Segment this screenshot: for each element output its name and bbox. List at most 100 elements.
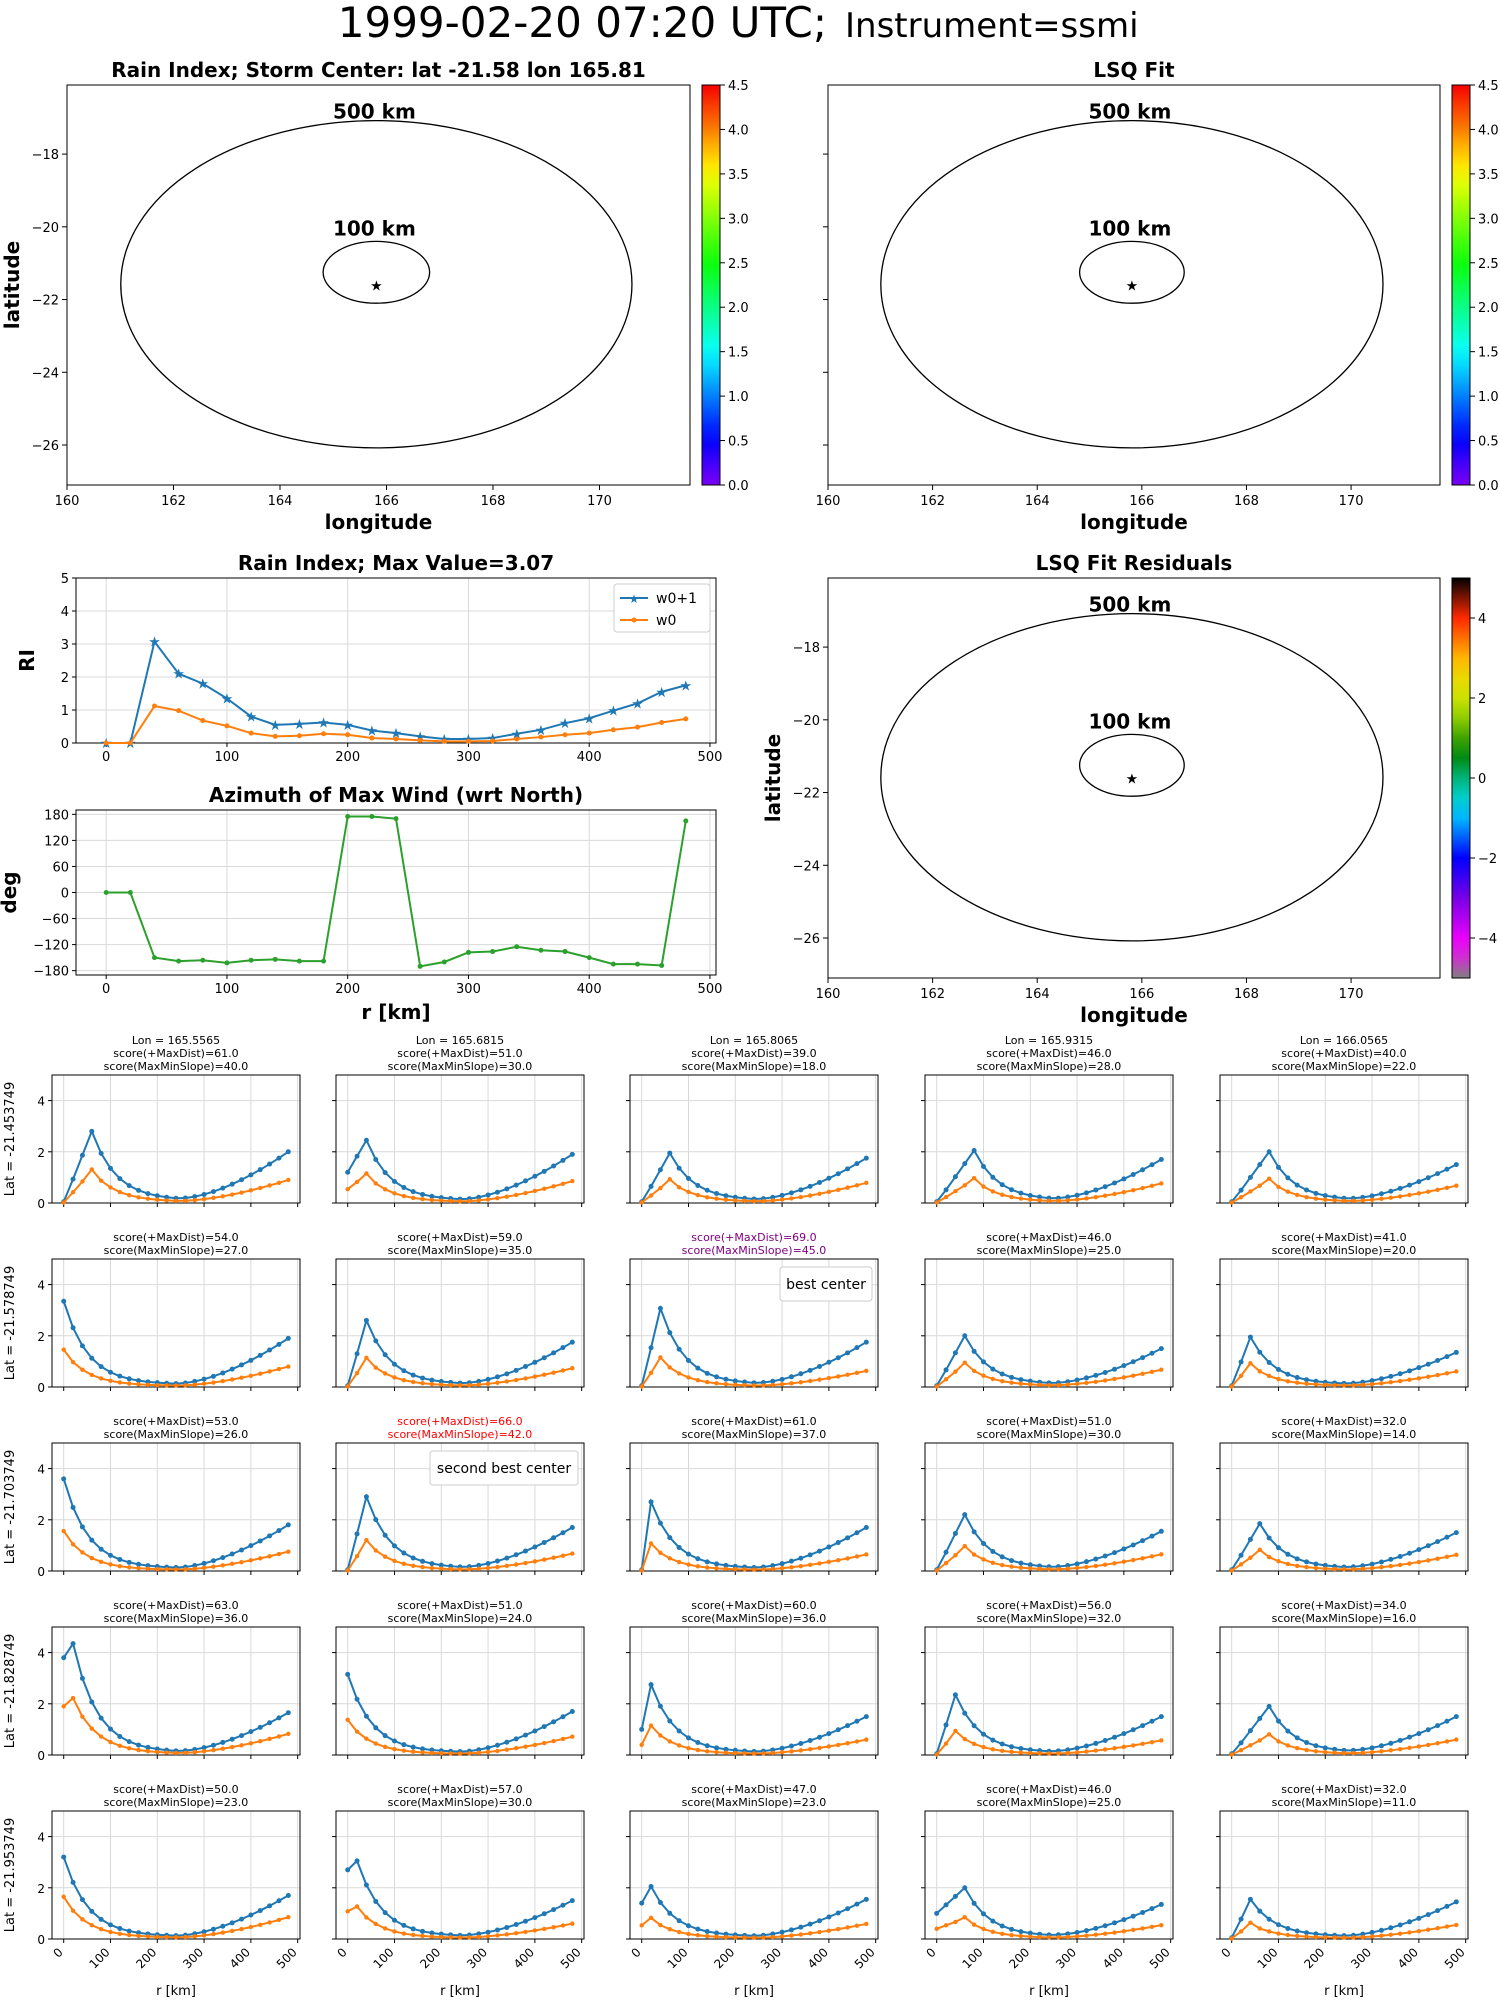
series-w0-point	[80, 1550, 85, 1555]
series-w0-point	[845, 1925, 850, 1930]
series-w0-point	[382, 1926, 388, 1931]
series-w0-point	[733, 1750, 738, 1756]
series-w0-point	[779, 1750, 785, 1755]
series-w0plus1-point	[1397, 1922, 1403, 1928]
series-w0-point	[173, 1198, 179, 1204]
series-w0plus1-point	[410, 1372, 416, 1378]
colorbar-tick-label: 1.0	[1478, 390, 1499, 405]
series-w0plus1-point	[210, 1742, 216, 1748]
series-w0-point	[560, 1181, 566, 1186]
series-w0-point	[201, 1381, 207, 1386]
series-w0-point	[953, 1728, 958, 1734]
series-w0-point	[504, 1563, 509, 1569]
series-w0-point	[267, 1183, 272, 1188]
series-w0plus1-point	[117, 1557, 123, 1563]
series-w0-point	[532, 1928, 538, 1933]
cell-note-box	[779, 1266, 873, 1302]
series-w0plus1-point	[145, 1744, 151, 1750]
series-w0plus1-point	[523, 1364, 529, 1370]
ring-500km	[880, 612, 1384, 942]
colorbar-tick-label: 2	[1478, 692, 1486, 707]
series-w0-point	[845, 1741, 850, 1746]
series-w0plus1-point	[532, 1173, 538, 1179]
series-w0-point	[751, 1383, 757, 1388]
series-w0-point	[258, 1185, 263, 1191]
series-w0-point	[934, 1752, 939, 1757]
series-w0plus1-point	[276, 1155, 282, 1161]
x-axis-label: r [km]	[1029, 1984, 1069, 1999]
series-w0plus1-point	[354, 1351, 360, 1357]
series-w0plus1-point	[826, 1544, 832, 1550]
cell-score-slope: score(MaxMinSlope)=30.0	[977, 1428, 1122, 1441]
series-w0-point	[1093, 1748, 1098, 1753]
series-w0plus1-point	[1247, 1896, 1253, 1902]
x-tick-label: 166	[1129, 494, 1154, 509]
series-w0-point	[523, 1744, 528, 1749]
series-w0plus1-point	[201, 1929, 207, 1935]
series-w0-point	[1351, 1935, 1356, 1940]
series-w0-point	[1121, 1559, 1127, 1564]
x-tick-label: 300	[456, 982, 481, 997]
series-w0-point	[1276, 1739, 1281, 1744]
series-w0plus1-point	[732, 1194, 738, 1200]
series-w0plus1-point	[285, 1710, 291, 1716]
series-w0plus1-point	[382, 1733, 388, 1739]
series-w0plus1-point	[779, 1745, 785, 1751]
series-w0-point	[1074, 1197, 1080, 1202]
series-w0plus1-point	[990, 1174, 996, 1180]
cell-score-maxdist: score(+MaxDist)=50.0	[113, 1783, 238, 1796]
series-w0-point	[761, 1751, 766, 1756]
y-tick-label: 4	[37, 1279, 45, 1293]
series-w0plus1-point	[267, 1161, 273, 1167]
series-w0-point	[1444, 1924, 1450, 1929]
series-w0-point	[420, 1196, 425, 1202]
series-w0-point	[639, 1568, 644, 1573]
series-w0-point	[971, 1175, 977, 1181]
colorbar-tick-label: 1.5	[728, 346, 749, 361]
cell-score-slope: score(MaxMinSlope)=36.0	[682, 1612, 827, 1625]
series-w0plus1-point	[1378, 1927, 1384, 1933]
series-w0-point	[1149, 1554, 1155, 1559]
cell-score-slope: score(MaxMinSlope)=25.0	[977, 1244, 1122, 1257]
series-w0-point	[495, 1748, 500, 1754]
series-w0-point	[321, 731, 327, 737]
series-w0-point	[1056, 1751, 1061, 1756]
x-tick-label: 500	[698, 982, 723, 997]
series-w0-point	[136, 1382, 141, 1387]
series-w0-point	[373, 1921, 378, 1927]
series-w0-point	[742, 1935, 747, 1940]
series-w0plus1-point	[382, 1352, 388, 1358]
series-w0plus1-point	[410, 1189, 416, 1195]
series-w0plus1-point	[382, 1910, 388, 1916]
series-w0-point	[382, 1554, 388, 1559]
series-w0-point	[1112, 1561, 1117, 1566]
x-tick-label: 0	[102, 982, 110, 997]
series-w0-point	[429, 1381, 435, 1387]
series-w0plus1-point	[420, 1375, 426, 1381]
series-w0-point	[705, 1565, 710, 1570]
series-w0plus1-point	[695, 1740, 701, 1746]
series-w0-point	[1074, 1750, 1080, 1755]
series-w0plus1-point	[401, 1550, 407, 1556]
series-w0-point	[1028, 1197, 1033, 1202]
series-w0plus1-point	[476, 1562, 482, 1568]
series-w0plus1-point	[845, 1166, 851, 1172]
series-w0plus1-point	[723, 1562, 729, 1568]
series-w0-point	[836, 1557, 841, 1563]
series-w0-point	[1341, 1383, 1347, 1388]
series-w0plus1-point	[1093, 1556, 1099, 1562]
series-w0-point	[695, 1933, 701, 1938]
x-tick-label: 160	[816, 494, 841, 509]
series-w0plus1-point	[382, 1532, 388, 1538]
legend-label-w0plus1: w0+1	[656, 591, 697, 607]
cell-score-slope: score(MaxMinSlope)=35.0	[388, 1244, 533, 1257]
cell-score-maxdist: score(+MaxDist)=46.0	[986, 1231, 1111, 1244]
series-w0-point	[467, 1198, 472, 1204]
series-w0plus1-point: ★	[631, 696, 644, 712]
series-w0-point	[1323, 1382, 1328, 1388]
series-w0-point	[411, 1749, 416, 1754]
series-w0-point	[392, 1191, 397, 1196]
series-w0-point	[1229, 1568, 1234, 1573]
series-w0plus1-point	[1266, 1703, 1272, 1709]
x-tick-label: 400	[577, 982, 602, 997]
